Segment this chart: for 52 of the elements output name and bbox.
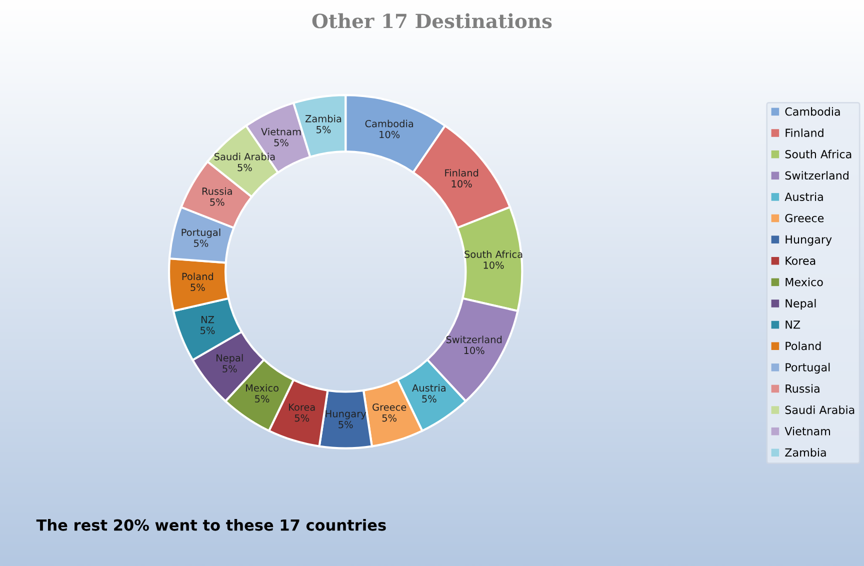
chart-title: Other 17 Destinations [312,13,552,28]
data-label: 5% [238,164,252,172]
legend-label: Cambodia [785,107,840,116]
legend-label: Austria [784,192,823,201]
slice-label: Cambodia [365,120,414,128]
legend-label: Nepal [786,298,816,310]
legend-label: South Africa [785,150,852,158]
slice-label: Switzerland [446,336,502,344]
data-label: 5% [274,138,288,146]
legend-label: Korea [786,256,816,265]
data-label: 5% [190,284,205,292]
legend-label: Poland [786,342,821,350]
legend-label: NZ [786,320,800,329]
text: The rest 20% went to these 17 countries [36,518,386,531]
data-label: 10% [380,130,400,138]
data-label: 10% [464,346,484,354]
slice-label: Greece [372,403,406,411]
slice-label: Saudi Arabia [214,152,275,160]
data-label: 5% [210,198,224,206]
slice-label: Vietnam [261,128,301,136]
slice-label: Austria [412,384,446,392]
legend-label: Russia [786,384,820,393]
slice-label: Zambia [305,114,342,122]
data-label: 5% [200,326,215,334]
data-label: 10% [484,262,504,269]
slice-label: Hungary [326,410,366,420]
data-label: 5% [422,395,436,403]
slice-label: Russia [202,187,232,195]
slice-label: Nepal [216,354,243,364]
slice-label: Korea [289,404,315,411]
slice-label: Mexico [246,384,278,392]
data-label: 10% [452,180,472,188]
legend-label: Switzerland [785,171,848,180]
legend-label: Mexico [786,278,823,286]
data-label: 5% [255,395,270,403]
data-label: 5% [338,420,353,428]
legend-label: Hungary [786,235,832,246]
data-label: 5% [316,126,331,134]
slice-label: Poland [182,272,214,280]
legend-label: Greece [785,214,824,222]
data-label: 5% [294,414,310,422]
slice-label: Finland [445,169,478,177]
data-label: 5% [194,240,208,247]
legend-label: Saudi Arabia [785,405,854,414]
slice-label: Portugal [182,228,220,238]
data-label: 5% [382,414,396,422]
legend-label: Zambia [785,448,826,457]
legend-label: Vietnam [784,426,830,436]
legend-label: Finland [786,128,824,138]
legend-label: Portugal [786,362,830,374]
slice-label: NZ [202,316,214,324]
data-label: 5% [222,365,237,372]
